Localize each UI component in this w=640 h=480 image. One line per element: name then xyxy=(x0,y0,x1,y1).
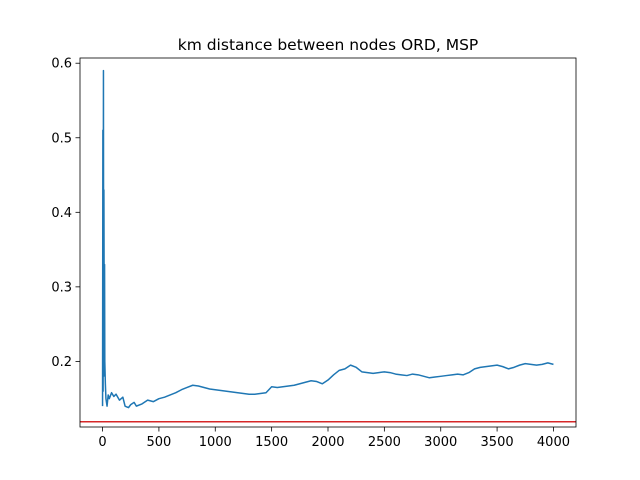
x-tick-label: 1000 xyxy=(199,435,232,450)
series-line-0 xyxy=(101,69,554,409)
x-tick-label: 2500 xyxy=(368,435,401,450)
x-tick-label: 1500 xyxy=(255,435,288,450)
x-tick-label: 3500 xyxy=(481,435,514,450)
y-tick-label: 0.3 xyxy=(51,280,72,295)
x-tick-label: 3000 xyxy=(424,435,457,450)
plot-area xyxy=(80,69,576,423)
x-tick-label: 500 xyxy=(146,435,171,450)
x-tick-label: 2000 xyxy=(311,435,344,450)
y-tick-label: 0.2 xyxy=(51,355,72,370)
axes: 0 500 1000 1500 2000 2500 3000 3500 4000 0.2 0.3 0.… xyxy=(51,57,577,450)
y-tick-label: 0.5 xyxy=(51,131,72,146)
x-tick-label: 4000 xyxy=(537,435,570,450)
y-tick-label: 0.6 xyxy=(51,57,72,72)
y-tick-label: 0.4 xyxy=(51,206,72,221)
plot-frame xyxy=(79,57,577,428)
x-tick-label: 0 xyxy=(98,435,106,450)
chart-title: km distance between nodes ORD, MSP xyxy=(178,36,479,54)
